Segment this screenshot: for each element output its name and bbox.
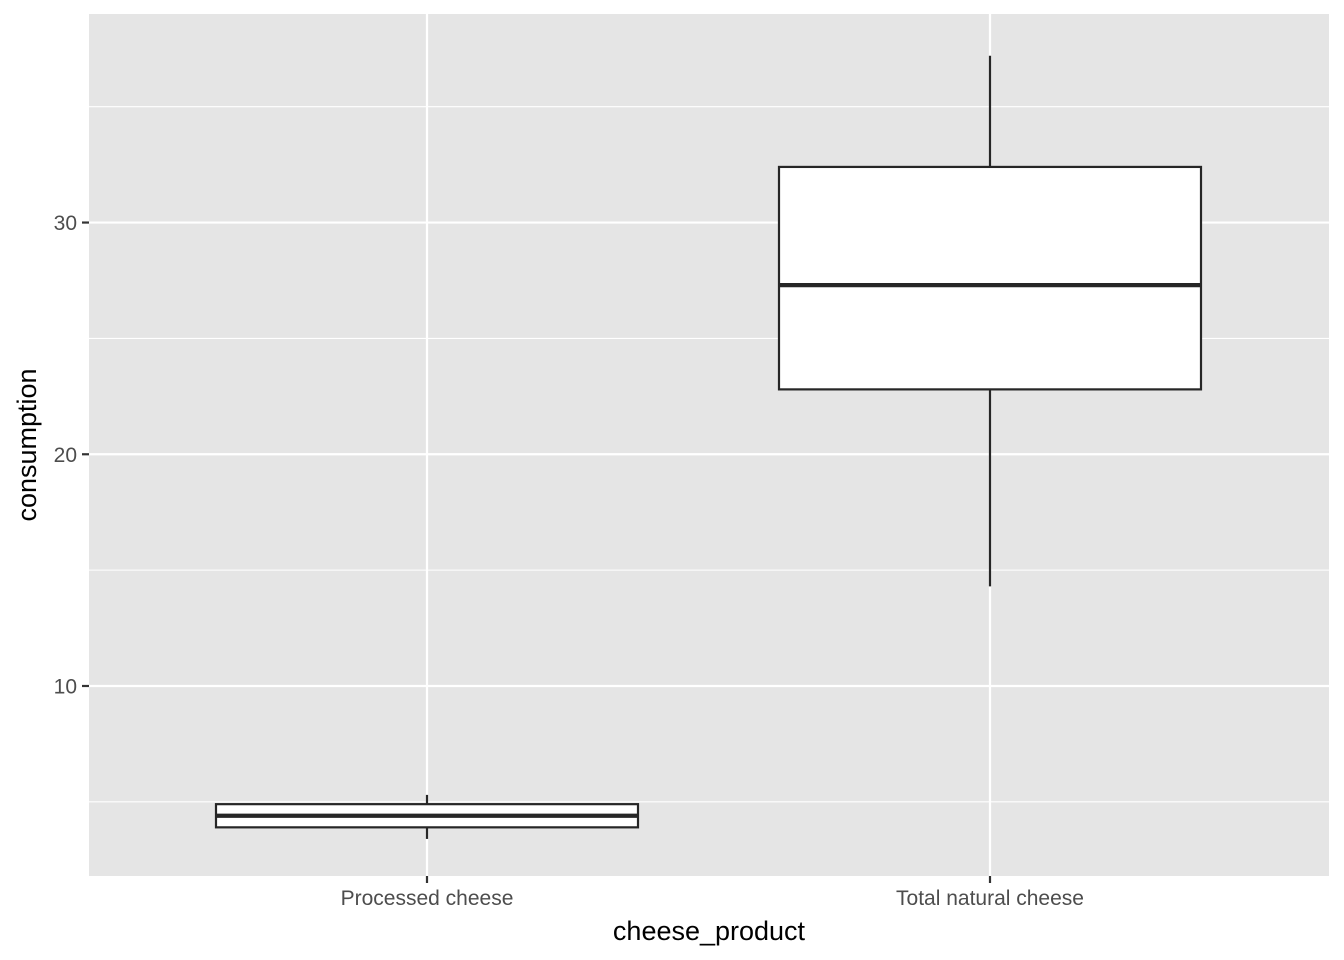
y-axis: 10 20 30 bbox=[54, 212, 89, 698]
y-tick-label: 10 bbox=[54, 675, 77, 698]
box-2 bbox=[777, 55, 1203, 587]
panel-background bbox=[89, 14, 1329, 876]
box-iqr bbox=[777, 165, 1203, 391]
x-axis-title: cheese_product bbox=[613, 916, 806, 946]
box-1 bbox=[214, 794, 640, 839]
y-axis-title: consumption bbox=[12, 368, 42, 521]
boxes bbox=[214, 55, 1203, 839]
x-axis: Processed cheese Total natural cheese bbox=[341, 876, 1084, 910]
y-tick-label: 20 bbox=[54, 444, 77, 467]
x-tick-label: Total natural cheese bbox=[896, 887, 1084, 910]
x-tick-label: Processed cheese bbox=[341, 887, 514, 910]
y-tick-label: 30 bbox=[54, 212, 77, 235]
minor-gridlines bbox=[89, 106, 1329, 803]
